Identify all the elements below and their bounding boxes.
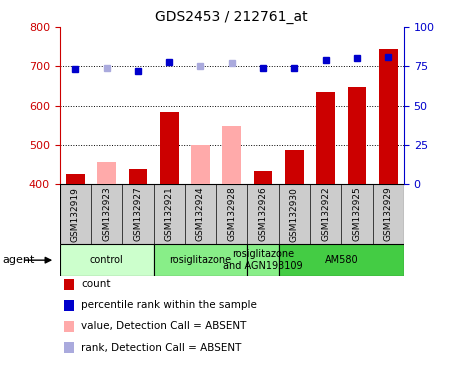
- Bar: [97, 162, 116, 184]
- Text: GSM132929: GSM132929: [384, 187, 393, 242]
- Text: GSM132927: GSM132927: [134, 187, 142, 242]
- Bar: [223, 126, 241, 184]
- Text: GSM132922: GSM132922: [321, 187, 330, 242]
- Text: control: control: [90, 255, 123, 265]
- Bar: [316, 92, 335, 184]
- Bar: [154, 244, 247, 276]
- Text: rosiglitazone
and AGN193109: rosiglitazone and AGN193109: [223, 249, 303, 271]
- Text: rosiglitazone: rosiglitazone: [169, 255, 231, 265]
- Bar: [129, 169, 147, 184]
- Text: GSM132926: GSM132926: [258, 187, 268, 242]
- Text: count: count: [81, 279, 111, 289]
- Bar: [191, 145, 210, 184]
- Text: GSM132924: GSM132924: [196, 187, 205, 242]
- Bar: [254, 170, 273, 184]
- Bar: [379, 49, 397, 184]
- Bar: [160, 111, 179, 184]
- Text: percentile rank within the sample: percentile rank within the sample: [81, 300, 257, 310]
- Text: GSM132919: GSM132919: [71, 187, 80, 242]
- Title: GDS2453 / 212761_at: GDS2453 / 212761_at: [156, 10, 308, 25]
- Bar: [285, 150, 304, 184]
- Text: GSM132923: GSM132923: [102, 187, 111, 242]
- Bar: [279, 244, 404, 276]
- Text: GSM132928: GSM132928: [227, 187, 236, 242]
- Bar: [247, 244, 279, 276]
- Text: AM580: AM580: [325, 255, 358, 265]
- Text: value, Detection Call = ABSENT: value, Detection Call = ABSENT: [81, 321, 246, 331]
- Text: rank, Detection Call = ABSENT: rank, Detection Call = ABSENT: [81, 343, 241, 353]
- Text: GSM132930: GSM132930: [290, 187, 299, 242]
- Text: agent: agent: [2, 255, 35, 265]
- Bar: [60, 244, 154, 276]
- Text: GSM132925: GSM132925: [353, 187, 362, 242]
- Bar: [347, 87, 366, 184]
- Text: GSM132921: GSM132921: [165, 187, 174, 242]
- Bar: [66, 174, 85, 184]
